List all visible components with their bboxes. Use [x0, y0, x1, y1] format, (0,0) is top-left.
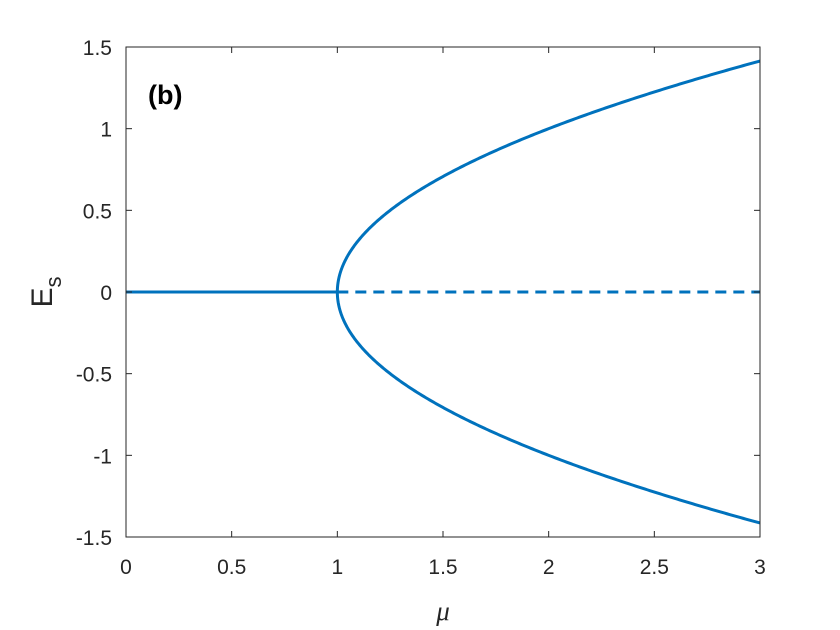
svg-text:Es: Es — [26, 276, 66, 307]
panel-label: (b) — [148, 80, 182, 110]
x-tick-label: 3 — [754, 556, 766, 579]
x-tick-label: 2 — [543, 556, 555, 579]
y-tick-label: 0.5 — [83, 200, 112, 223]
x-tick-label: 1.5 — [428, 556, 457, 579]
y-axis-label-main: E — [26, 287, 59, 307]
y-axis-label-subscript: s — [41, 276, 66, 287]
y-tick-label: -0.5 — [76, 364, 112, 387]
x-axis-label: μ — [435, 596, 450, 626]
x-tick-label: 1 — [331, 556, 343, 579]
y-tick-label: 1.5 — [83, 37, 112, 60]
ticks-layer: 0 0.5 1 1.5 2 2.5 3 1.5 1 0.5 0 -0.5 -1 -1.5 — [76, 37, 766, 579]
y-tick-label: 0 — [100, 282, 112, 305]
y-tick-label: -1.5 — [76, 527, 112, 550]
series-line-2 — [335, 59, 761, 293]
y-axis-label: Es — [26, 276, 66, 307]
y-tick-label: -1 — [93, 445, 112, 468]
series-line-3 — [335, 291, 761, 525]
x-tick-label: 0.5 — [217, 556, 246, 579]
x-tick-label: 2.5 — [640, 556, 669, 579]
x-tick-label: 0 — [120, 556, 132, 579]
y-tick-label: 1 — [100, 119, 112, 142]
series-layer — [126, 59, 761, 525]
